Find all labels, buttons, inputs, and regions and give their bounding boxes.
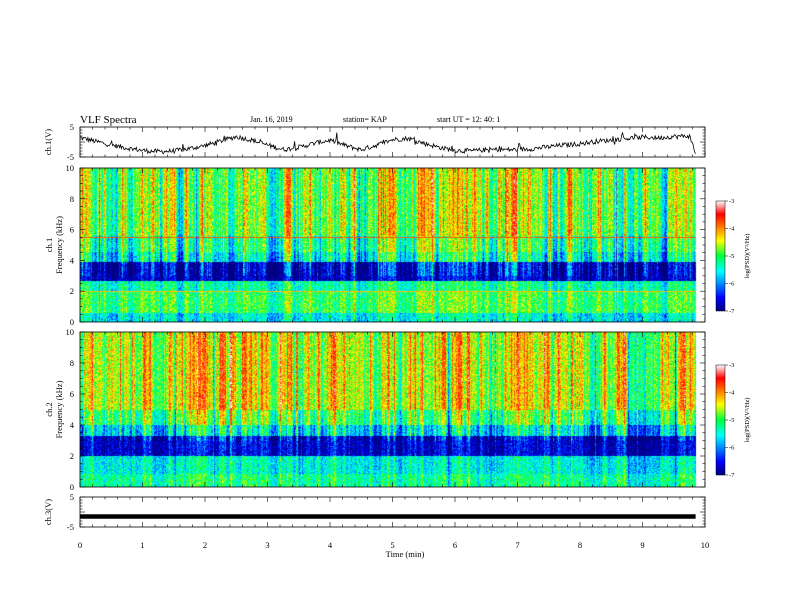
y-tick-label: 5 bbox=[70, 492, 74, 502]
colorbar-tick-label: -5 bbox=[729, 417, 734, 424]
colorbar-tick-label: -5 bbox=[729, 253, 734, 260]
x-tick-label: 6 bbox=[453, 540, 457, 550]
time-axis-ticks: 0 1 2 3 4 5 6 7 8 9 10 bbox=[78, 540, 709, 550]
x-axis-label: Time (min) bbox=[386, 549, 425, 559]
y-tick-label: 8 bbox=[70, 194, 74, 204]
colorbar-tick-label: -6 bbox=[729, 281, 735, 288]
x-tick-label: 10 bbox=[701, 540, 710, 550]
colorbar-label: log(PSD)(V²/Hz) bbox=[744, 234, 751, 279]
y-tick-label: 10 bbox=[66, 327, 75, 337]
x-tick-label: 4 bbox=[328, 540, 333, 550]
ch1-waveform-panel: 5 -5 ch.1(V) bbox=[43, 122, 706, 162]
y-tick-label: 5 bbox=[70, 122, 74, 132]
y-tick-label: 0 bbox=[70, 482, 74, 492]
y-axis-label: ch.3(V) bbox=[43, 499, 53, 525]
station-label: station= KAP bbox=[343, 115, 387, 124]
spectrogram-image bbox=[80, 168, 705, 322]
y-axis-label: Frequency (kHz) bbox=[54, 216, 64, 274]
x-tick-label: 1 bbox=[140, 540, 144, 550]
x-tick-label: 8 bbox=[578, 540, 582, 550]
colorbar-label: log(PSD)(V²/Hz) bbox=[744, 398, 751, 443]
colorbar-tick-label: -7 bbox=[729, 308, 735, 315]
colorbar-tick-label: -7 bbox=[729, 472, 735, 479]
y-tick-label: 8 bbox=[70, 358, 74, 368]
colorbar-gradient bbox=[715, 200, 726, 312]
x-tick-label: 5 bbox=[390, 540, 394, 550]
ch2-spectrogram-panel: 0 2 4 6 8 10 ch.2 Frequency (kHz) bbox=[44, 327, 706, 492]
colorbar-tick-label: -3 bbox=[729, 198, 734, 205]
y-tick-label: 6 bbox=[70, 225, 74, 235]
y-tick-label: 2 bbox=[70, 451, 74, 461]
x-tick-label: 9 bbox=[640, 540, 644, 550]
y-tick-label: 6 bbox=[70, 389, 74, 399]
y-tick-label: 0 bbox=[70, 317, 74, 327]
x-tick-label: 0 bbox=[78, 540, 82, 550]
y-axis-label: ch.1(V) bbox=[43, 129, 53, 155]
y-axis-label: Frequency (kHz) bbox=[54, 380, 64, 438]
y-tick-label: 2 bbox=[70, 286, 74, 296]
ch3-waveform-panel: 5 -5 ch.3(V) bbox=[43, 492, 706, 532]
spectrogram-image bbox=[80, 332, 705, 487]
x-tick-label: 2 bbox=[203, 540, 207, 550]
y-tick-label: -5 bbox=[67, 522, 74, 532]
colorbar-tick-label: -4 bbox=[729, 390, 735, 397]
ch1-spectrogram-panel: 0 2 4 6 8 10 ch.1 Frequency (kHz) bbox=[44, 163, 706, 327]
y-tick-label: -5 bbox=[67, 152, 74, 162]
ch1-waveform-line bbox=[79, 131, 696, 155]
x-tick-label: 7 bbox=[515, 540, 519, 550]
y-axis-label: ch.2 bbox=[44, 402, 54, 416]
ch1-colorbar: -3 -4 -5 -6 -7 log(PSD)(V²/Hz) bbox=[715, 198, 751, 315]
colorbar-gradient bbox=[715, 364, 726, 476]
y-tick-label: 4 bbox=[70, 420, 75, 430]
y-tick-label: 4 bbox=[70, 255, 75, 265]
colorbar-tick-label: -6 bbox=[729, 445, 735, 452]
ch2-colorbar: -3 -4 -5 -6 -7 log(PSD)(V²/Hz) bbox=[715, 362, 751, 479]
date-label: Jan. 16, 2019 bbox=[250, 115, 293, 124]
start-time-label: start UT = 12: 40: 1 bbox=[437, 115, 500, 124]
colorbar-tick-label: -4 bbox=[729, 226, 735, 233]
y-axis-label: ch.1 bbox=[44, 238, 54, 252]
x-tick-label: 3 bbox=[265, 540, 269, 550]
figure-title: VLF Spectra bbox=[80, 114, 137, 126]
colorbar-tick-label: -3 bbox=[729, 362, 734, 369]
y-tick-label: 10 bbox=[66, 163, 75, 173]
